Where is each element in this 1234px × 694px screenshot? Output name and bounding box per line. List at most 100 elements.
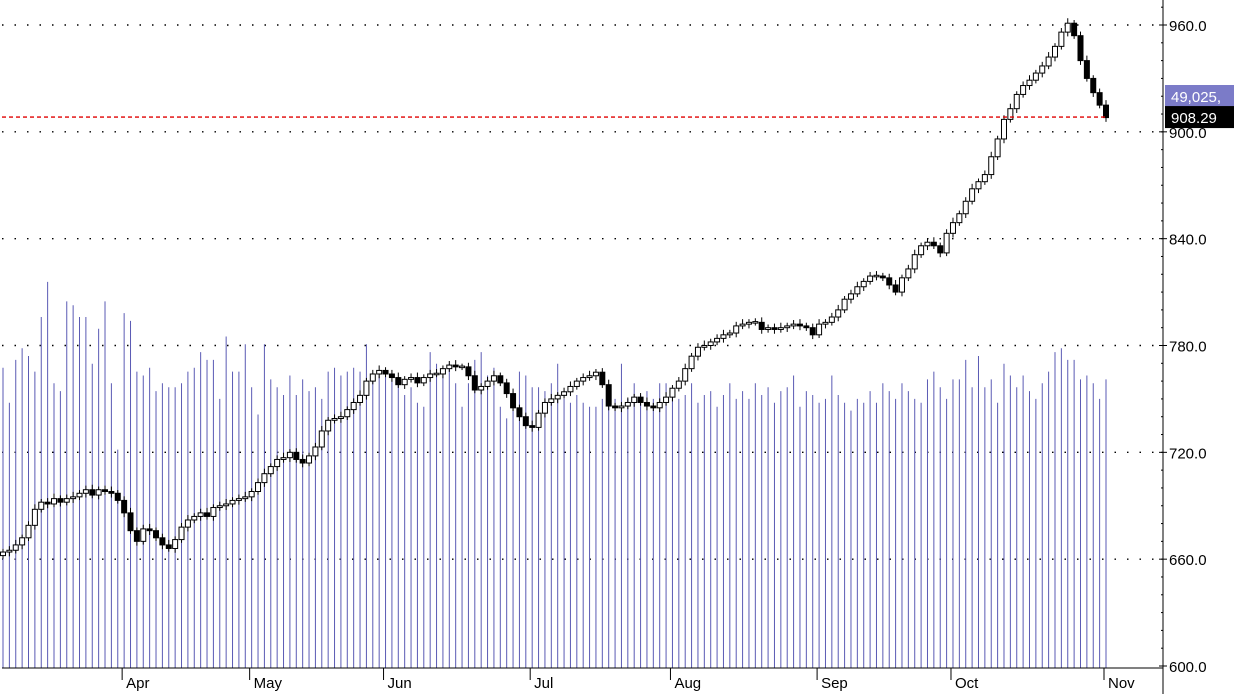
candle-up — [63, 498, 70, 503]
candle-up — [1013, 93, 1020, 110]
candle-up — [446, 364, 453, 370]
candle-down — [89, 489, 96, 496]
candle-up — [752, 321, 759, 324]
candle-up — [401, 378, 408, 386]
candle-up — [1039, 65, 1046, 74]
candle-up — [1020, 85, 1027, 95]
month-label: Aug — [674, 675, 701, 692]
candle-up — [350, 401, 357, 411]
candle-up — [828, 316, 835, 323]
price-badges: 49,025, 908.29 — [1165, 85, 1234, 129]
candle-up — [95, 489, 102, 496]
candle-down — [892, 284, 899, 293]
candle-up — [140, 528, 147, 542]
candle-up — [280, 457, 287, 460]
candle-up — [478, 385, 485, 391]
candle-up — [25, 524, 32, 539]
candle-up — [688, 355, 695, 370]
candle-up — [745, 321, 752, 325]
candle-down — [293, 451, 300, 460]
candle-up — [618, 405, 625, 409]
candle-up — [580, 377, 587, 382]
candle-up — [344, 409, 351, 418]
price-tick-label: 840.0 — [1169, 232, 1207, 249]
candle-down — [637, 396, 644, 403]
candle-down — [497, 375, 504, 384]
candle-down — [146, 528, 153, 532]
candle-down — [650, 405, 657, 409]
candle-down — [796, 323, 803, 327]
candle-down — [121, 499, 128, 514]
candle-up — [337, 416, 344, 420]
candle-up — [898, 277, 905, 293]
price-axis: 960.0 900.0 840.0 780.0 720.0 660.0 600.0 — [1159, 0, 1207, 694]
candle-up — [216, 505, 223, 509]
candle-down — [612, 405, 619, 409]
candle-up — [1045, 56, 1052, 67]
candle-up — [427, 373, 434, 379]
candle-up — [784, 325, 791, 329]
candle-down — [471, 375, 478, 391]
candle-up — [592, 371, 599, 377]
candle-up — [1058, 31, 1065, 47]
candle-up — [459, 365, 466, 369]
candle-up — [669, 387, 676, 398]
candle-up — [31, 508, 38, 526]
candle-up — [312, 446, 319, 457]
candle-up — [975, 181, 982, 190]
candle-up — [867, 275, 874, 282]
candle-down — [605, 384, 612, 407]
candle-up — [726, 332, 733, 336]
candle-up — [873, 274, 880, 278]
candle-up — [714, 337, 721, 343]
month-label: Apr — [126, 675, 149, 692]
candle-up — [178, 526, 185, 541]
price-tick-label: 780.0 — [1169, 339, 1207, 356]
candle-up — [12, 544, 19, 551]
candle-up — [408, 377, 415, 380]
candle-up — [561, 391, 568, 396]
candle-up — [1032, 72, 1039, 81]
candle-up — [988, 156, 995, 176]
candle-up — [765, 327, 772, 330]
candle-up — [191, 515, 198, 521]
candle-up — [675, 380, 682, 389]
candle-up — [656, 401, 663, 409]
candle-up — [835, 309, 842, 318]
candle-up — [720, 334, 727, 339]
candle-up — [484, 380, 491, 387]
candle-down — [153, 530, 160, 539]
candle-up — [682, 368, 689, 382]
candle-up — [707, 341, 714, 347]
price-candles — [0, 18, 1109, 559]
price-tick-label: 720.0 — [1169, 445, 1207, 462]
candle-up — [701, 345, 708, 348]
candle-down — [382, 369, 389, 375]
candle-up — [1051, 45, 1058, 58]
candle-up — [918, 245, 925, 256]
candle-up — [541, 401, 548, 414]
candle-down — [57, 498, 64, 503]
candle-down — [395, 377, 402, 386]
candle-up — [573, 380, 580, 387]
candle-up — [223, 503, 230, 507]
candle-up — [956, 213, 963, 224]
candle-up — [325, 419, 332, 432]
candle-up — [777, 327, 784, 330]
month-label: Jun — [388, 675, 412, 692]
candle-up — [994, 138, 1001, 158]
month-label: Nov — [1108, 675, 1135, 692]
candle-up — [82, 489, 89, 494]
candle-down — [1083, 60, 1090, 79]
candle-down — [299, 458, 306, 464]
candle-up — [357, 394, 364, 403]
candle-up — [535, 412, 542, 428]
candle-up — [0, 551, 6, 557]
price-tick-label: 660.0 — [1169, 552, 1207, 569]
price-tick-label: 600.0 — [1169, 659, 1207, 676]
price-tick-label: 960.0 — [1169, 18, 1207, 35]
candle-up — [267, 466, 274, 475]
candle-down — [886, 277, 893, 286]
